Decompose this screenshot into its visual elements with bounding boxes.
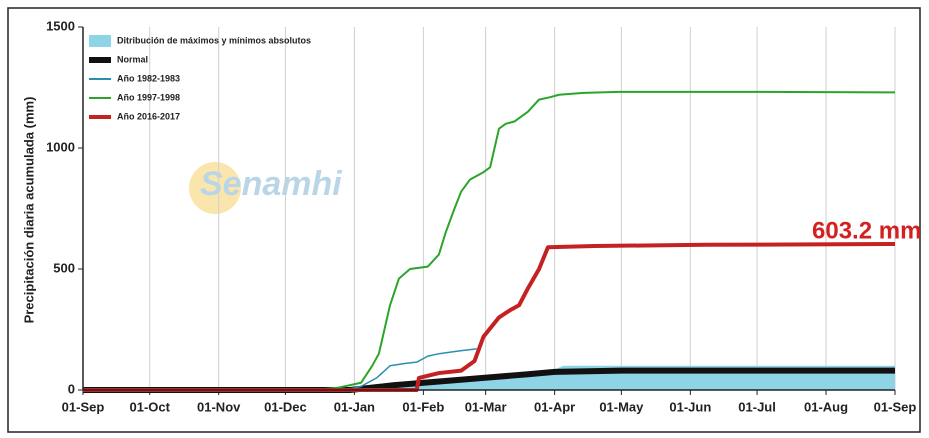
line xyxy=(83,90,896,391)
x-tick-label: 01-Sep xyxy=(874,399,917,414)
x-tick-label: 01-Jun xyxy=(669,399,711,414)
annotation: 603.2 mm xyxy=(812,217,921,244)
x-tick-label: 01-Jul xyxy=(738,399,776,414)
legend-label: Normal xyxy=(117,54,148,64)
frame xyxy=(7,7,921,433)
line xyxy=(83,367,895,393)
x-tick-label: 01-May xyxy=(599,399,644,414)
legend-label: Ditribución de máximos y mínimos absolut… xyxy=(117,35,311,45)
x-tick-label: 01-Dec xyxy=(264,399,307,414)
line xyxy=(83,348,477,391)
watermark-logo: Senamhi xyxy=(189,162,343,214)
x-tick-label: 01-Jan xyxy=(334,399,375,414)
legend-label: Año 1997-1998 xyxy=(117,92,180,102)
x-tick-label: 01-Apr xyxy=(534,399,575,414)
y-tick-label: 500 xyxy=(53,260,75,275)
x-tick-label: 01-Mar xyxy=(465,399,507,414)
legend-label: Año 1982-1983 xyxy=(117,73,180,83)
y-tick-label: 0 xyxy=(68,381,75,396)
watermark: Senamhi xyxy=(200,165,343,203)
legend-label: Año 2016-2017 xyxy=(117,111,180,121)
x-tick-label: 01-Aug xyxy=(804,399,848,414)
y-tick-label: 1500 xyxy=(46,18,75,33)
x-tick-label: 01-Feb xyxy=(402,399,444,414)
y-axis-title: Precipitación diaria acumulada (mm) xyxy=(21,97,36,324)
x-tick-label: 01-Nov xyxy=(197,399,241,414)
y-tick-label: 1000 xyxy=(46,139,75,154)
line xyxy=(83,242,896,392)
legend-swatch xyxy=(89,35,111,47)
x-tick-label: 01-Sep xyxy=(62,399,105,414)
x-tick-label: 01-Oct xyxy=(130,399,171,414)
